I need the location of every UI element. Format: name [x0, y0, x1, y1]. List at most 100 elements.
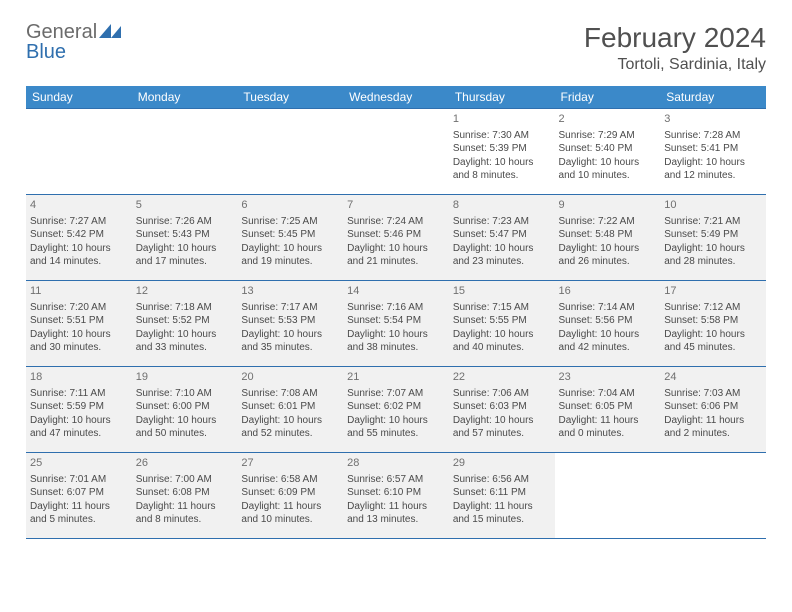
day-number: 28 [347, 456, 445, 471]
day-cell: 29Sunrise: 6:56 AMSunset: 6:11 PMDayligh… [449, 453, 555, 539]
sunset-line: Sunset: 6:08 PM [136, 486, 234, 500]
day-number: 21 [347, 370, 445, 385]
daylight-line1: Daylight: 11 hours [559, 414, 657, 428]
calendar-table: SundayMondayTuesdayWednesdayThursdayFrid… [26, 86, 766, 539]
daylight-line2: and 28 minutes. [664, 255, 762, 269]
daylight-line1: Daylight: 10 hours [664, 242, 762, 256]
day-cell: 12Sunrise: 7:18 AMSunset: 5:52 PMDayligh… [132, 281, 238, 367]
daylight-line2: and 15 minutes. [453, 513, 551, 527]
daylight-line1: Daylight: 10 hours [241, 414, 339, 428]
sunrise-line: Sunrise: 7:03 AM [664, 387, 762, 401]
sunrise-line: Sunrise: 7:00 AM [136, 473, 234, 487]
day-number: 7 [347, 198, 445, 213]
day-number: 22 [453, 370, 551, 385]
sunset-line: Sunset: 5:48 PM [559, 228, 657, 242]
day-cell: 9Sunrise: 7:22 AMSunset: 5:48 PMDaylight… [555, 195, 661, 281]
day-number: 8 [453, 198, 551, 213]
daylight-line1: Daylight: 10 hours [664, 156, 762, 170]
logo-icon [99, 21, 121, 43]
daylight-line2: and 21 minutes. [347, 255, 445, 269]
daylight-line2: and 30 minutes. [30, 341, 128, 355]
day-number: 6 [241, 198, 339, 213]
day-cell: 5Sunrise: 7:26 AMSunset: 5:43 PMDaylight… [132, 195, 238, 281]
sunset-line: Sunset: 6:09 PM [241, 486, 339, 500]
day-cell: 10Sunrise: 7:21 AMSunset: 5:49 PMDayligh… [660, 195, 766, 281]
sunrise-line: Sunrise: 7:25 AM [241, 215, 339, 229]
sunset-line: Sunset: 5:58 PM [664, 314, 762, 328]
daylight-line1: Daylight: 10 hours [136, 414, 234, 428]
daylight-line2: and 10 minutes. [241, 513, 339, 527]
day-cell [26, 109, 132, 195]
calendar-head: SundayMondayTuesdayWednesdayThursdayFrid… [26, 86, 766, 109]
daylight-line2: and 14 minutes. [30, 255, 128, 269]
day-cell: 27Sunrise: 6:58 AMSunset: 6:09 PMDayligh… [237, 453, 343, 539]
daylight-line2: and 45 minutes. [664, 341, 762, 355]
day-cell: 18Sunrise: 7:11 AMSunset: 5:59 PMDayligh… [26, 367, 132, 453]
daylight-line1: Daylight: 10 hours [241, 328, 339, 342]
location: Tortoli, Sardinia, Italy [584, 56, 766, 74]
day-number: 1 [453, 112, 551, 127]
daylight-line2: and 40 minutes. [453, 341, 551, 355]
sunset-line: Sunset: 5:51 PM [30, 314, 128, 328]
daylight-line2: and 38 minutes. [347, 341, 445, 355]
sunrise-line: Sunrise: 7:27 AM [30, 215, 128, 229]
sunrise-line: Sunrise: 7:14 AM [559, 301, 657, 315]
calendar-body: 1Sunrise: 7:30 AMSunset: 5:39 PMDaylight… [26, 109, 766, 539]
calendar-page: General Blue February 2024 Tortoli, Sard… [0, 0, 792, 549]
sunset-line: Sunset: 5:40 PM [559, 142, 657, 156]
day-cell: 7Sunrise: 7:24 AMSunset: 5:46 PMDaylight… [343, 195, 449, 281]
sunrise-line: Sunrise: 7:28 AM [664, 129, 762, 143]
day-number: 11 [30, 284, 128, 299]
day-number: 15 [453, 284, 551, 299]
day-number: 14 [347, 284, 445, 299]
day-number: 26 [136, 456, 234, 471]
day-cell: 20Sunrise: 7:08 AMSunset: 6:01 PMDayligh… [237, 367, 343, 453]
daylight-line1: Daylight: 10 hours [347, 242, 445, 256]
sunrise-line: Sunrise: 7:01 AM [30, 473, 128, 487]
day-number: 5 [136, 198, 234, 213]
daylight-line2: and 0 minutes. [559, 427, 657, 441]
day-number: 18 [30, 370, 128, 385]
day-number: 17 [664, 284, 762, 299]
sunrise-line: Sunrise: 7:21 AM [664, 215, 762, 229]
daylight-line2: and 10 minutes. [559, 169, 657, 183]
sunrise-line: Sunrise: 7:22 AM [559, 215, 657, 229]
day-cell [660, 453, 766, 539]
day-cell: 16Sunrise: 7:14 AMSunset: 5:56 PMDayligh… [555, 281, 661, 367]
title-block: February 2024 Tortoli, Sardinia, Italy [584, 22, 766, 74]
sunset-line: Sunset: 5:49 PM [664, 228, 762, 242]
day-cell: 11Sunrise: 7:20 AMSunset: 5:51 PMDayligh… [26, 281, 132, 367]
day-cell: 4Sunrise: 7:27 AMSunset: 5:42 PMDaylight… [26, 195, 132, 281]
day-cell: 6Sunrise: 7:25 AMSunset: 5:45 PMDaylight… [237, 195, 343, 281]
day-cell: 22Sunrise: 7:06 AMSunset: 6:03 PMDayligh… [449, 367, 555, 453]
daylight-line2: and 12 minutes. [664, 169, 762, 183]
sunrise-line: Sunrise: 7:29 AM [559, 129, 657, 143]
sunrise-line: Sunrise: 7:06 AM [453, 387, 551, 401]
sunrise-line: Sunrise: 7:23 AM [453, 215, 551, 229]
daylight-line1: Daylight: 10 hours [559, 242, 657, 256]
day-number: 12 [136, 284, 234, 299]
day-cell [132, 109, 238, 195]
daylight-line2: and 26 minutes. [559, 255, 657, 269]
daylight-line1: Daylight: 11 hours [136, 500, 234, 514]
sunset-line: Sunset: 5:46 PM [347, 228, 445, 242]
daylight-line2: and 47 minutes. [30, 427, 128, 441]
daylight-line1: Daylight: 10 hours [347, 328, 445, 342]
daylight-line2: and 33 minutes. [136, 341, 234, 355]
day-number: 27 [241, 456, 339, 471]
day-header-row: SundayMondayTuesdayWednesdayThursdayFrid… [26, 86, 766, 109]
daylight-line1: Daylight: 10 hours [347, 414, 445, 428]
sunrise-line: Sunrise: 7:08 AM [241, 387, 339, 401]
sunset-line: Sunset: 5:39 PM [453, 142, 551, 156]
day-cell: 13Sunrise: 7:17 AMSunset: 5:53 PMDayligh… [237, 281, 343, 367]
sunrise-line: Sunrise: 6:56 AM [453, 473, 551, 487]
sunset-line: Sunset: 6:07 PM [30, 486, 128, 500]
sunrise-line: Sunrise: 7:12 AM [664, 301, 762, 315]
sunset-line: Sunset: 5:47 PM [453, 228, 551, 242]
sunrise-line: Sunrise: 7:10 AM [136, 387, 234, 401]
week-row: 18Sunrise: 7:11 AMSunset: 5:59 PMDayligh… [26, 367, 766, 453]
day-cell [343, 109, 449, 195]
day-cell: 14Sunrise: 7:16 AMSunset: 5:54 PMDayligh… [343, 281, 449, 367]
day-cell [555, 453, 661, 539]
sunset-line: Sunset: 6:05 PM [559, 400, 657, 414]
